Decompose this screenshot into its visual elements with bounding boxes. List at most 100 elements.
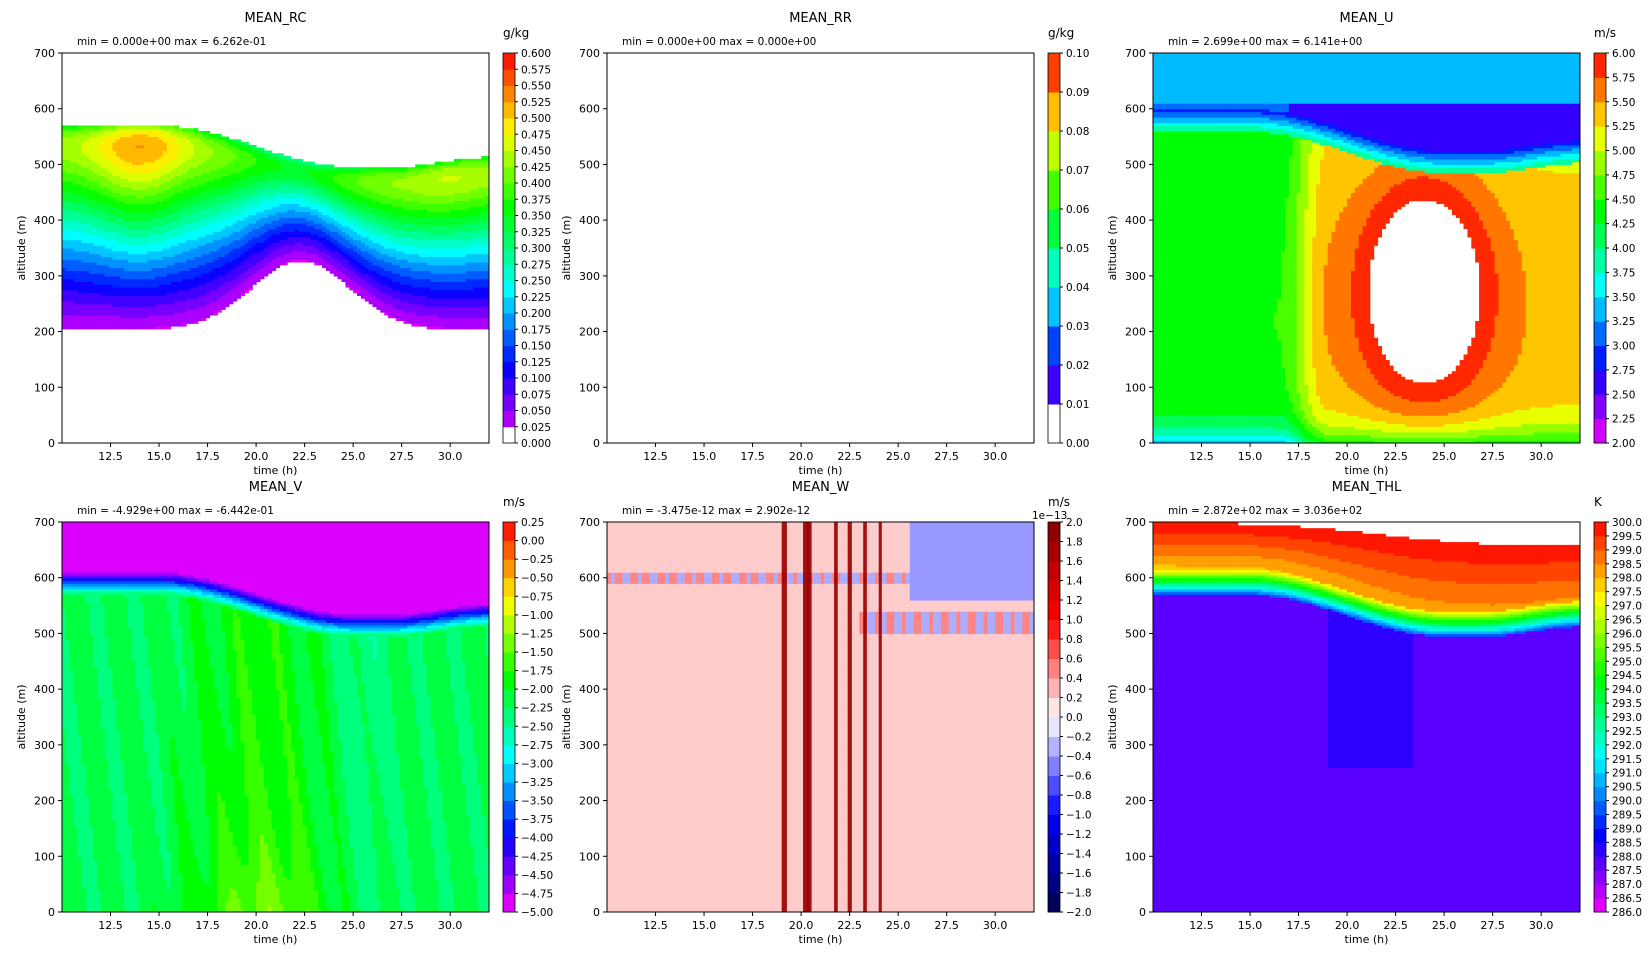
- colorbar-segment: [503, 411, 515, 428]
- y-tick-label: 500: [34, 158, 55, 171]
- colorbar-tick-label: −0.8: [1066, 790, 1092, 802]
- y-tick-label: 400: [34, 214, 55, 227]
- y-tick-label: 600: [579, 103, 600, 116]
- colorbar-tick-label: 0.575: [521, 64, 551, 76]
- colorbar-segment: [503, 782, 515, 801]
- colorbar-tick-label: 4.50: [1612, 194, 1635, 206]
- x-tick-label: 17.5: [740, 450, 765, 463]
- colorbar-segment: [1048, 542, 1060, 562]
- y-tick-label: 200: [579, 326, 600, 339]
- colorbar-segment: [1594, 175, 1606, 200]
- colorbar-segment: [1048, 834, 1060, 854]
- colorbar-tick-label: 0.07: [1066, 165, 1089, 177]
- colorbar-segment: [1594, 801, 1606, 815]
- colorbar-tick-label: −4.75: [521, 888, 553, 900]
- x-tick-label: 22.5: [837, 450, 862, 463]
- x-axis-label: time (h): [254, 464, 298, 477]
- colorbar-segment: [1048, 815, 1060, 835]
- colorbar-segment: [503, 559, 515, 578]
- colorbar-segment: [1594, 419, 1606, 444]
- y-tick-label: 700: [1125, 516, 1146, 529]
- y-tick-label: 700: [34, 516, 55, 529]
- x-axis-label: time (h): [799, 933, 843, 946]
- x-tick-label: 30.0: [438, 450, 463, 463]
- colorbar-segment: [1048, 92, 1060, 132]
- colorbar-tick-label: −1.4: [1066, 849, 1092, 861]
- x-tick-label: 20.0: [244, 919, 269, 932]
- x-tick-label: 30.0: [438, 919, 463, 932]
- colorbar-tick-label: −0.25: [521, 554, 553, 566]
- colorbar-tick-label: 298.0: [1612, 573, 1642, 585]
- colorbar-segment: [1594, 151, 1606, 176]
- x-tick-label: 15.0: [1238, 450, 1263, 463]
- colorbar-tick-label: 297.5: [1612, 587, 1642, 599]
- colorbar-segment: [1594, 564, 1606, 578]
- colorbar-segment: [1048, 737, 1060, 757]
- colorbar-tick-label: −2.0: [1066, 907, 1092, 919]
- colorbar-tick-label: 0.450: [521, 146, 551, 158]
- x-tick-label: 27.5: [1480, 450, 1505, 463]
- colorbar-tick-label: 5.50: [1612, 97, 1635, 109]
- colorbar-segment: [1594, 272, 1606, 297]
- x-tick-label: 20.0: [244, 450, 269, 463]
- y-tick-label: 300: [1125, 739, 1146, 752]
- colorbar-segment: [1594, 394, 1606, 419]
- colorbar-segment: [1594, 842, 1606, 856]
- subplot-title: MEAN_RC: [244, 11, 306, 26]
- colorbar-unit: m/s: [1048, 495, 1070, 509]
- colorbar-segment: [1594, 731, 1606, 745]
- colorbar-segment: [1048, 698, 1060, 718]
- colorbar-tick-label: 0.150: [521, 341, 551, 353]
- colorbar: −5.00−4.75−4.50−4.25−4.00−3.75−3.50−3.25…: [503, 495, 553, 919]
- y-tick-label: 100: [34, 381, 55, 394]
- y-tick-label: 600: [34, 572, 55, 585]
- colorbar-tick-label: 0.050: [521, 406, 551, 418]
- subplot-title: MEAN_W: [792, 480, 850, 495]
- colorbar-tick-label: 291.0: [1612, 768, 1642, 780]
- y-tick-label: 300: [34, 270, 55, 283]
- y-tick-label: 100: [34, 850, 55, 863]
- x-tick-label: 15.0: [692, 450, 717, 463]
- x-tick-label: 17.5: [195, 919, 220, 932]
- colorbar-tick-label: 0.4: [1066, 673, 1083, 685]
- colorbar-tick-label: 5.75: [1612, 72, 1635, 84]
- colorbar-segment: [503, 427, 515, 444]
- colorbar-tick-label: 3.75: [1612, 267, 1635, 279]
- w-spike: [782, 522, 787, 912]
- subplot-title: MEAN_THL: [1332, 480, 1402, 495]
- colorbar-segment: [503, 596, 515, 615]
- colorbar-tick-label: −2.00: [521, 684, 553, 696]
- y-tick-label: 200: [34, 795, 55, 808]
- colorbar-tick-label: 299.5: [1612, 531, 1642, 543]
- colorbar-segment: [1594, 297, 1606, 322]
- colorbar-tick-label: 4.25: [1612, 219, 1635, 231]
- colorbar-segment: [503, 232, 515, 249]
- colorbar-segment: [1594, 199, 1606, 224]
- colorbar-segment: [1048, 404, 1060, 444]
- y-tick-label: 0: [593, 437, 600, 450]
- colorbar-segment: [1594, 346, 1606, 371]
- y-axis-label: altitude (m): [1106, 216, 1119, 281]
- x-tick-label: 17.5: [1286, 450, 1311, 463]
- colorbar-segment: [1048, 620, 1060, 640]
- y-tick-label: 0: [1139, 906, 1146, 919]
- x-tick-label: 25.0: [886, 450, 911, 463]
- colorbar-tick-label: 286.0: [1612, 907, 1642, 919]
- y-tick-label: 700: [1125, 47, 1146, 60]
- stats-label: min = 0.000e+00 max = 6.262e-01: [77, 36, 266, 48]
- colorbar-segment: [503, 86, 515, 103]
- colorbar-segment: [1594, 370, 1606, 395]
- colorbar-tick-label: 0.09: [1066, 87, 1089, 99]
- x-tick-label: 20.0: [789, 919, 814, 932]
- subplot-mean-rc: 12.5 15.0 17.5 20.0 22.5 25.0 27.5 30.001002003…: [15, 11, 551, 477]
- subplot-mean-u: 12.5 15.0 17.5 20.0 22.5 25.0 27.5 30.001002003…: [1106, 11, 1635, 477]
- colorbar-tick-label: 0.400: [521, 178, 551, 190]
- x-tick-label: 12.5: [98, 919, 123, 932]
- y-tick-label: 600: [1125, 572, 1146, 585]
- colorbar-tick-label: 0.200: [521, 308, 551, 320]
- y-tick-label: 400: [34, 683, 55, 696]
- colorbar-segment: [503, 264, 515, 281]
- y-tick-label: 0: [48, 906, 55, 919]
- colorbar-unit: K: [1594, 495, 1603, 509]
- y-tick-label: 400: [579, 214, 600, 227]
